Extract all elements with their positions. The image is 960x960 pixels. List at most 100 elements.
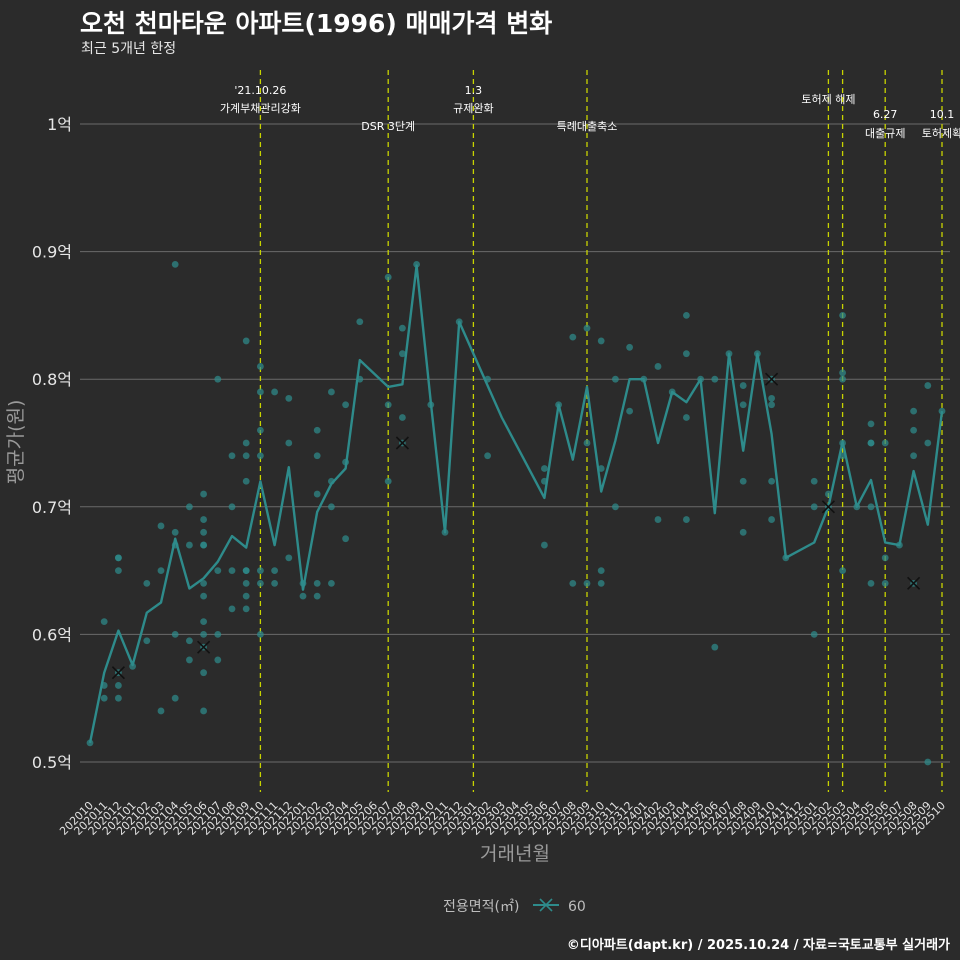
legend-x-swatch (539, 898, 553, 912)
transaction-point (399, 350, 406, 358)
x-marker-stroke (821, 500, 835, 514)
transaction-point (285, 439, 293, 447)
transaction-point (924, 758, 932, 766)
transaction-point (569, 579, 577, 587)
transaction-point (881, 439, 889, 447)
transaction-point (399, 324, 406, 332)
transaction-point (739, 477, 747, 485)
transaction-point (654, 516, 662, 523)
transaction-point (313, 490, 321, 498)
transaction-point (626, 407, 633, 415)
transaction-point (242, 337, 250, 345)
transaction-point (200, 669, 208, 677)
transaction-point (839, 312, 846, 319)
transaction-point (867, 439, 875, 447)
transaction-point (228, 605, 236, 613)
transaction-point (271, 388, 278, 396)
event-date-label: 6.27 (873, 108, 898, 121)
transaction-point (257, 363, 264, 370)
transaction-point (881, 554, 889, 562)
transaction-point (924, 439, 932, 447)
transaction-point (228, 452, 236, 460)
transaction-point (583, 324, 591, 332)
x-marker (907, 576, 921, 590)
event-label: 규제완화 (453, 102, 493, 115)
transaction-point (143, 579, 151, 587)
transaction-point (313, 426, 321, 434)
event-label: 토허제 해제 (801, 92, 855, 106)
transaction-point (257, 388, 264, 396)
transaction-point (129, 662, 137, 670)
y-axis-title: 평균가(원) (5, 400, 27, 485)
transaction-point (328, 388, 335, 396)
transaction-point (214, 631, 222, 638)
transaction-point (597, 567, 605, 574)
transaction-point (583, 439, 591, 447)
x-marker (765, 372, 779, 386)
transaction-point (186, 503, 193, 511)
transaction-point (200, 707, 208, 715)
transaction-point (285, 554, 293, 562)
transaction-point (768, 477, 775, 485)
transaction-point (257, 579, 264, 587)
gridlines (80, 123, 950, 763)
transaction-point (569, 333, 577, 341)
transaction-point (583, 579, 591, 587)
x-axis-ticks: 2020102020112020122021012021022021032021… (57, 799, 948, 838)
transaction-point (683, 312, 690, 319)
legend: 전용면적(㎡) 60 (443, 898, 586, 915)
event-label: 대출규제 (865, 127, 905, 140)
transaction-point (867, 420, 875, 428)
transaction-point (200, 631, 208, 638)
transaction-point (683, 516, 690, 523)
chart-subtitle: 최근 5개년 한정 (81, 41, 177, 57)
y-tick-label: 0.6억 (32, 625, 72, 644)
transaction-point (484, 452, 491, 460)
transaction-point (711, 643, 719, 651)
transaction-point (100, 694, 108, 702)
transaction-point (200, 541, 208, 549)
transaction-point (313, 592, 321, 600)
event-date-label: 10.1 (930, 108, 955, 121)
transaction-point (200, 592, 208, 600)
legend-key (533, 898, 559, 912)
legend-label: 60 (568, 899, 586, 915)
transaction-point (242, 605, 250, 613)
transaction-point (626, 343, 633, 351)
transaction-point (839, 375, 846, 383)
transaction-point (910, 426, 917, 434)
transaction-point (228, 503, 236, 511)
transaction-point (612, 375, 619, 383)
transaction-point (342, 401, 349, 409)
x-markers (111, 372, 921, 680)
transaction-point (200, 579, 208, 587)
event-label: 특례대출축소 (557, 120, 618, 133)
transaction-point (328, 579, 335, 587)
transaction-point (242, 477, 250, 485)
event-date-label: '21.10.26 (234, 84, 286, 97)
event-label: DSR 3단계 (361, 120, 415, 133)
transaction-point (299, 592, 307, 600)
transaction-point (115, 567, 122, 574)
transaction-point (654, 363, 662, 370)
transaction-point (200, 516, 208, 523)
transaction-point (157, 707, 165, 715)
transaction-point (541, 541, 548, 549)
transaction-point (186, 656, 193, 664)
x-marker-stroke (197, 640, 211, 654)
x-marker (197, 640, 211, 654)
transaction-point (143, 637, 151, 645)
transaction-point (384, 273, 392, 281)
transaction-point (384, 401, 392, 409)
transaction-point (242, 592, 250, 600)
transaction-point (739, 382, 747, 389)
transaction-point (200, 528, 208, 536)
transaction-point (214, 375, 222, 383)
y-tick-label: 0.7억 (32, 498, 72, 517)
transaction-point (115, 682, 122, 689)
transaction-point (313, 452, 321, 460)
transaction-point (115, 694, 122, 702)
transaction-point (810, 631, 818, 638)
transaction-point (910, 407, 917, 415)
transaction-point (200, 618, 208, 626)
